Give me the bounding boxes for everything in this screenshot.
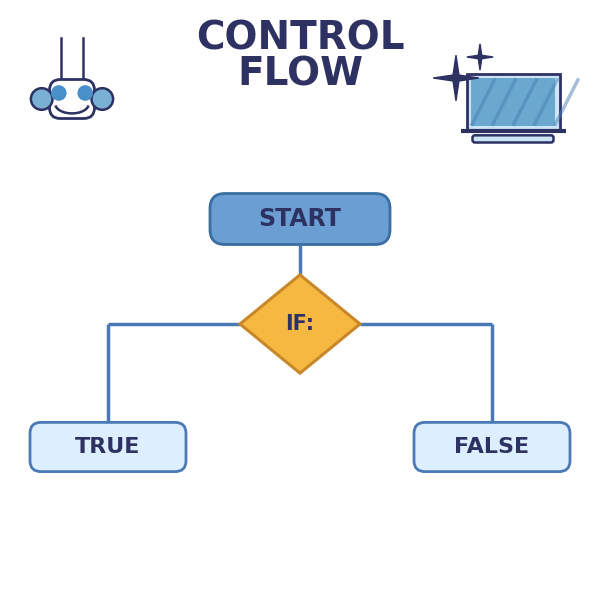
Polygon shape	[433, 74, 456, 82]
FancyBboxPatch shape	[473, 135, 554, 142]
Text: FLOW: FLOW	[237, 56, 363, 94]
Polygon shape	[467, 55, 480, 59]
Circle shape	[77, 85, 93, 101]
Polygon shape	[478, 44, 482, 57]
Circle shape	[91, 88, 113, 110]
Circle shape	[31, 88, 53, 110]
FancyBboxPatch shape	[49, 79, 94, 118]
FancyBboxPatch shape	[467, 73, 560, 130]
FancyBboxPatch shape	[414, 422, 570, 472]
Text: IF:: IF:	[286, 314, 314, 334]
FancyBboxPatch shape	[472, 79, 555, 125]
Circle shape	[51, 85, 67, 101]
Text: TRUE: TRUE	[76, 437, 140, 457]
Polygon shape	[452, 78, 460, 101]
Polygon shape	[480, 55, 493, 59]
Polygon shape	[240, 275, 360, 373]
Polygon shape	[478, 57, 482, 70]
Polygon shape	[452, 55, 460, 78]
Polygon shape	[456, 74, 479, 82]
Text: START: START	[259, 207, 341, 231]
Text: FALSE: FALSE	[454, 437, 530, 457]
FancyBboxPatch shape	[30, 422, 186, 472]
Text: CONTROL: CONTROL	[196, 20, 404, 58]
FancyBboxPatch shape	[210, 193, 390, 245]
